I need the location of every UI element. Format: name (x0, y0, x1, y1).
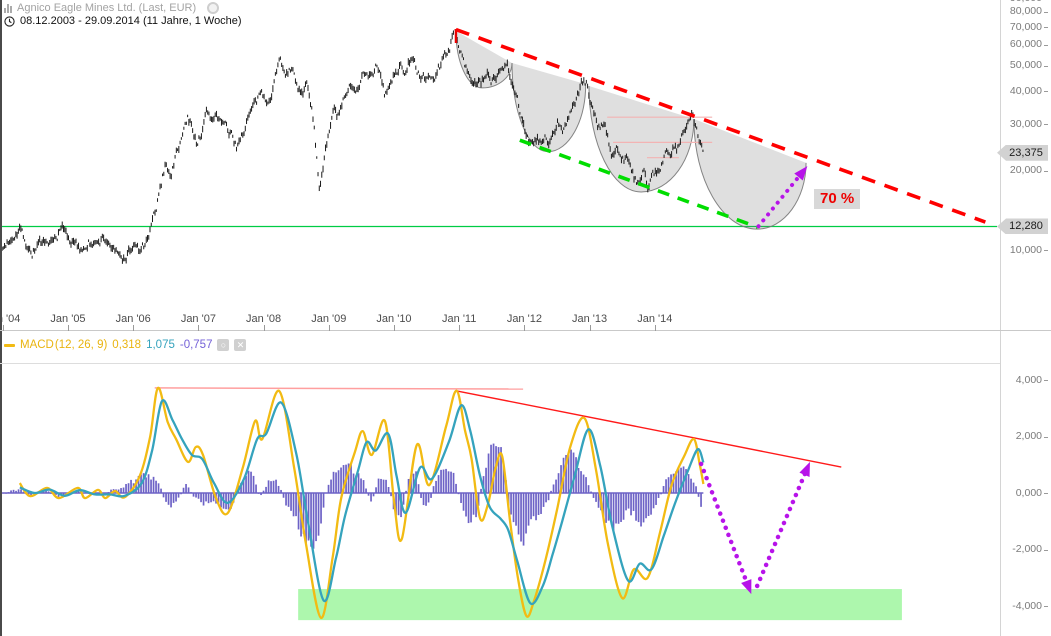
time-axis-tick (198, 325, 200, 331)
support-price-badge: 12,280 (997, 218, 1048, 235)
macd-axis-label: 4,000 (1015, 373, 1042, 386)
price-axis-label: 80,000 (1009, 5, 1042, 18)
time-axis-label: Jan '05 (50, 313, 86, 325)
macd-panel-border (0, 363, 1000, 364)
time-axis-tick (524, 325, 526, 331)
macd-value: 0,318 (112, 339, 142, 351)
price-axis-label: 70,000 (1009, 20, 1042, 33)
instrument-header: Agnico Eagle Mines Ltd. (Last, EUR) (4, 2, 220, 14)
price-axis-label: 10,000 (1009, 243, 1042, 256)
time-axis-label: Jan '13 (572, 313, 608, 325)
time-axis-tick (459, 325, 461, 331)
target-percentage-label: 70 % (814, 188, 861, 209)
time-axis-line (0, 330, 1051, 331)
time-axis-label: Jan '11 (442, 313, 477, 325)
time-axis-label: Jan '04 (0, 313, 21, 325)
price-axis-label: 20,000 (1009, 164, 1042, 177)
time-axis-tick (328, 325, 330, 331)
time-axis-tick (394, 325, 395, 331)
macd-axis-label: -4,000 (1012, 599, 1042, 612)
window-left-border (0, 0, 2, 636)
price-axis-label: 50,000 (1009, 59, 1042, 72)
macd-legend-params: (12, 26, 9) (54, 339, 108, 351)
time-axis-label: Jan '10 (376, 313, 412, 325)
macd-remove-button[interactable]: ✕ (234, 339, 247, 351)
time-axis-label: Jan '12 (506, 313, 542, 325)
price-axis-label: 60,000 (1009, 38, 1042, 51)
bar-chart-icon (4, 3, 12, 13)
time-axis-tick (589, 325, 591, 331)
time-axis-label: Jan '14 (637, 313, 673, 325)
price-axis-line (1000, 0, 1001, 636)
time-axis-label: Jan '06 (115, 313, 151, 325)
macd-axis-label: 2,000 (1015, 430, 1042, 442)
price-axis-label: 30,000 (1009, 117, 1042, 130)
price-axis-tick (1044, 91, 1048, 93)
price-axis-tick (1044, 170, 1048, 172)
time-axis-tick (654, 325, 656, 331)
time-axis-tick (68, 325, 69, 331)
date-range-text: 08.12.2003 - 29.09.2014 (11 Jahre, 1 Woc… (20, 15, 242, 27)
price-axis-label: 40,000 (1009, 84, 1042, 97)
macd-settings-button[interactable]: ○ (217, 339, 230, 351)
time-axis-tick (133, 325, 135, 331)
clock-icon (4, 15, 15, 27)
histogram-value: -0,757 (179, 339, 213, 351)
price-axis-tick (1044, 44, 1048, 46)
price-axis-tick (1044, 250, 1048, 251)
macd-axis-tick (1044, 493, 1048, 494)
price-axis-label: 90,000 (1000, 0, 1042, 5)
date-range-row: 08.12.2003 - 29.09.2014 (11 Jahre, 1 Woc… (4, 15, 242, 27)
time-axis-tick (263, 325, 265, 331)
macd-axis-label: -2,000 (1012, 543, 1042, 555)
macd-axis-tick (1044, 549, 1048, 551)
price-axis-tick (1044, 65, 1048, 67)
price-axis-tick (1044, 27, 1048, 29)
macd-axis-label: 0,000 (1015, 486, 1042, 499)
time-axis-label: Jan '07 (180, 313, 216, 325)
macd-legend: MACD (12, 26, 9) 0,318 1,075 -0,757 ○ ✕ (4, 339, 247, 351)
instrument-title: Agnico Eagle Mines Ltd. (Last, EUR) (17, 2, 197, 14)
time-axis-tick (2, 325, 4, 331)
macd-axis-tick (1044, 380, 1048, 381)
price-axis-tick (1044, 11, 1048, 13)
signal-value: 1,075 (146, 339, 175, 351)
macd-legend-name: MACD (20, 339, 54, 351)
macd-legend-dash-icon (4, 343, 15, 347)
last-price-badge: 23,375 (997, 144, 1048, 161)
time-axis-label: Jan '08 (246, 313, 282, 325)
macd-axis-tick (1044, 606, 1048, 607)
time-axis-label: Jan '09 (311, 313, 347, 325)
macd-axis-tick (1044, 436, 1048, 438)
price-axis-tick (1044, 124, 1048, 126)
chart-options-button[interactable] (207, 2, 220, 14)
